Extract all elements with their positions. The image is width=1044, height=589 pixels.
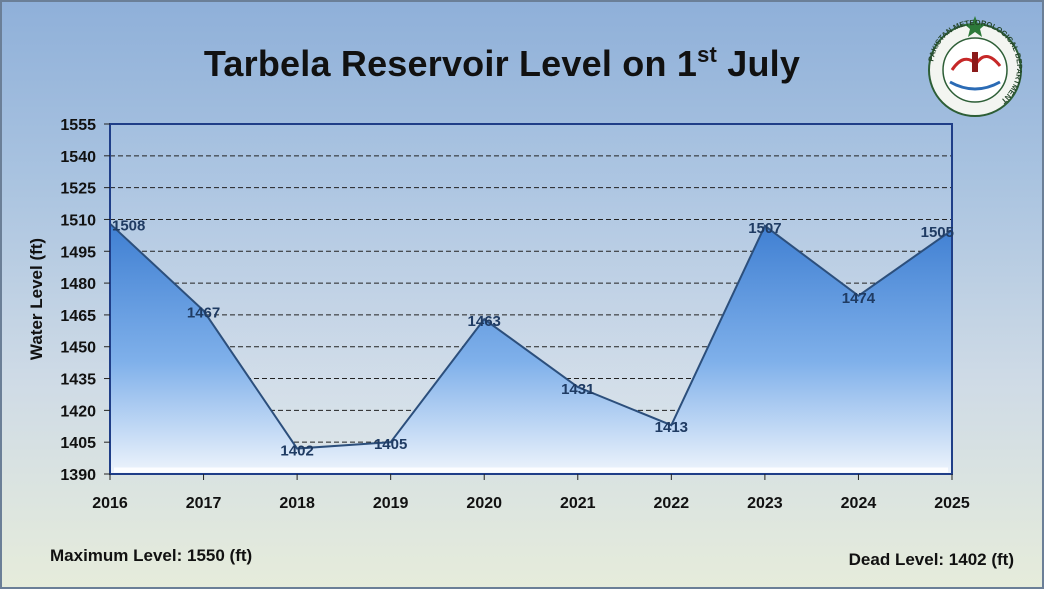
x-tick-label: 2025 xyxy=(934,495,970,512)
data-label: 1508 xyxy=(112,218,145,235)
pakistan-meteorological-department-seal-icon: PAKISTAN METEOROLOGICAL DEPARTMENT xyxy=(926,16,1024,117)
x-tick-label: 2024 xyxy=(841,495,877,512)
maximum-level-note: Maximum Level: 1550 (ft) xyxy=(50,546,253,565)
x-tick-label: 2022 xyxy=(654,495,690,512)
y-tick-label: 1495 xyxy=(60,244,96,261)
y-tick-label: 1540 xyxy=(60,149,96,166)
y-tick-label: 1555 xyxy=(60,117,96,134)
x-tick-label: 2021 xyxy=(560,495,596,512)
dead-level-note: Dead Level: 1402 (ft) xyxy=(848,550,1014,569)
data-label: 1413 xyxy=(655,419,688,436)
plot-border xyxy=(109,123,953,475)
y-tick-label: 1435 xyxy=(60,372,96,389)
data-label: 1431 xyxy=(561,381,594,398)
y-axis-label: Water Level (ft) xyxy=(27,238,46,360)
y-tick-label: 1450 xyxy=(60,340,96,357)
x-axis-ticks: 2016 2017 2018 2019 2020 2021 2022 2023 2024 2025 xyxy=(92,474,970,512)
x-tick-label: 2017 xyxy=(186,495,222,512)
x-tick-label: 2019 xyxy=(373,495,409,512)
y-tick-label: 1420 xyxy=(60,403,96,420)
x-tick-label: 2020 xyxy=(466,495,502,512)
y-tick-label: 1405 xyxy=(60,435,96,452)
data-label: 1463 xyxy=(468,313,501,330)
data-label: 1467 xyxy=(187,305,220,322)
data-label: 1474 xyxy=(842,290,876,307)
y-tick-label: 1510 xyxy=(60,212,96,229)
y-tick-label: 1390 xyxy=(60,467,96,484)
x-tick-label: 2023 xyxy=(747,495,783,512)
data-label: 1402 xyxy=(280,443,313,460)
y-tick-label: 1465 xyxy=(60,308,96,325)
data-label: 1405 xyxy=(374,436,407,453)
x-tick-label: 2016 xyxy=(92,495,128,512)
data-label: 1505 xyxy=(921,224,954,241)
data-label: 1507 xyxy=(748,220,781,237)
y-axis-ticks: 1390 1405 1420 1435 1450 1465 1480 1495 1510 1525… xyxy=(60,117,110,484)
x-tick-label: 2018 xyxy=(279,495,315,512)
y-tick-label: 1480 xyxy=(60,276,96,293)
data-labels: 1508 1467 1402 1405 1463 1431 1413 1507 1474 1505 xyxy=(112,218,954,460)
chart-title: Tarbela Reservoir Level on 1st July xyxy=(203,42,801,84)
y-tick-label: 1525 xyxy=(60,181,96,198)
